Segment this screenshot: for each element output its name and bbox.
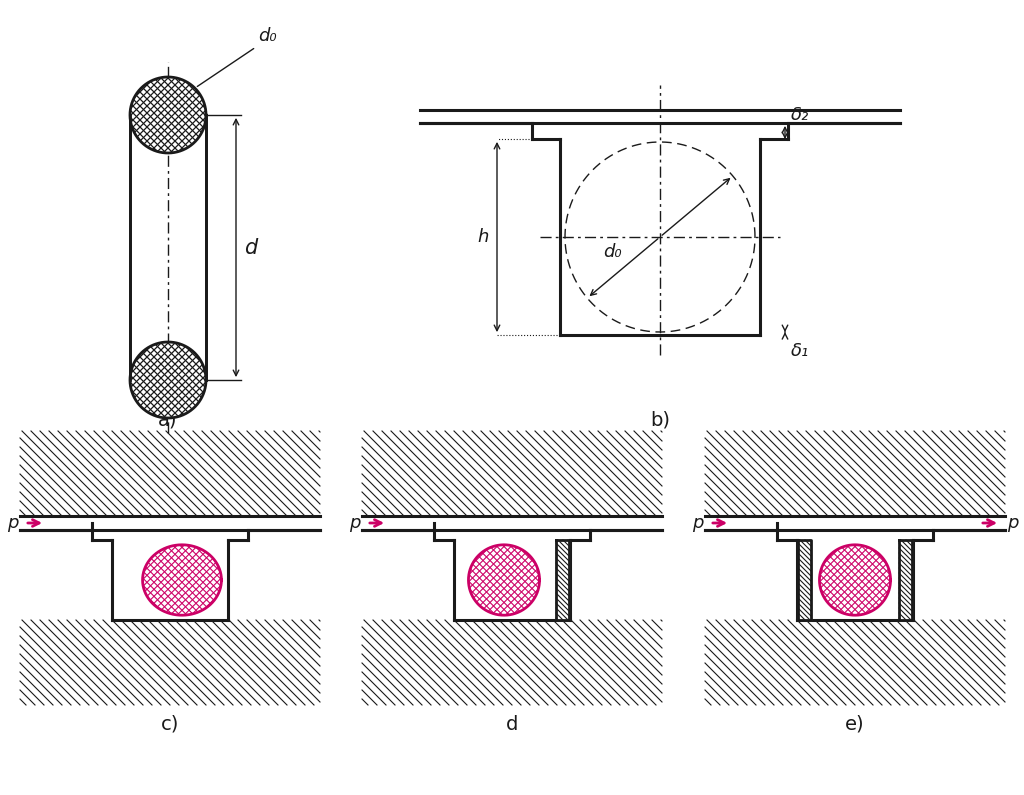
Polygon shape (362, 516, 662, 530)
Text: d: d (506, 715, 518, 734)
Text: d₀: d₀ (603, 243, 622, 261)
Text: p: p (6, 514, 18, 532)
Polygon shape (798, 540, 811, 620)
Polygon shape (705, 516, 1005, 530)
Polygon shape (819, 545, 891, 615)
Text: δ₁: δ₁ (791, 342, 809, 359)
Text: a): a) (159, 410, 178, 429)
Polygon shape (142, 545, 221, 615)
Text: c): c) (161, 715, 179, 734)
Polygon shape (20, 516, 319, 530)
Text: p: p (1007, 514, 1019, 532)
Polygon shape (20, 431, 319, 516)
Polygon shape (362, 431, 662, 516)
Text: δ₂: δ₂ (791, 107, 809, 125)
Polygon shape (556, 540, 569, 620)
Polygon shape (130, 77, 206, 153)
Polygon shape (899, 540, 912, 620)
Polygon shape (705, 620, 1005, 705)
Polygon shape (468, 545, 540, 615)
Text: p: p (348, 514, 360, 532)
Polygon shape (362, 620, 662, 705)
Polygon shape (705, 431, 1005, 516)
Text: p: p (691, 514, 703, 532)
Text: e): e) (845, 715, 865, 734)
Polygon shape (797, 530, 913, 620)
Text: h: h (477, 228, 489, 246)
Text: b): b) (650, 410, 670, 429)
Polygon shape (112, 530, 228, 620)
Polygon shape (20, 620, 319, 705)
Polygon shape (130, 115, 206, 380)
Text: d: d (244, 238, 257, 258)
Polygon shape (454, 530, 570, 620)
Text: d₀: d₀ (258, 27, 276, 45)
Polygon shape (130, 342, 206, 418)
